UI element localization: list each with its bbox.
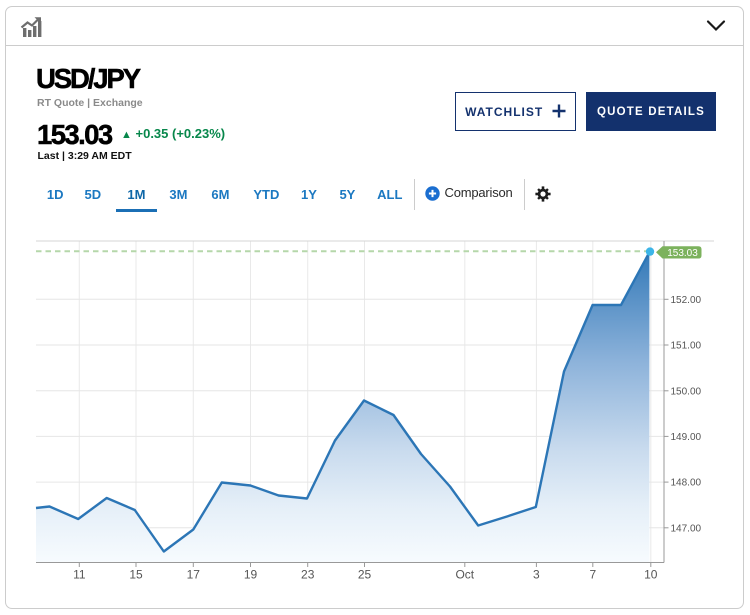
- svg-text:Oct: Oct: [455, 568, 474, 582]
- svg-text:7: 7: [589, 568, 596, 582]
- svg-text:147.00: 147.00: [671, 523, 702, 534]
- svg-text:153.03: 153.03: [667, 248, 698, 259]
- svg-text:150.00: 150.00: [671, 386, 702, 397]
- svg-text:15: 15: [129, 568, 143, 582]
- svg-text:23: 23: [301, 568, 315, 582]
- svg-text:151.00: 151.00: [671, 341, 702, 352]
- svg-text:3: 3: [533, 568, 540, 582]
- svg-text:11: 11: [73, 568, 86, 582]
- svg-text:152.00: 152.00: [671, 295, 702, 306]
- svg-text:25: 25: [358, 568, 372, 582]
- svg-text:10: 10: [644, 568, 658, 582]
- svg-text:19: 19: [244, 568, 258, 582]
- svg-text:17: 17: [187, 568, 201, 582]
- svg-text:149.00: 149.00: [671, 432, 702, 443]
- svg-text:148.00: 148.00: [671, 478, 702, 489]
